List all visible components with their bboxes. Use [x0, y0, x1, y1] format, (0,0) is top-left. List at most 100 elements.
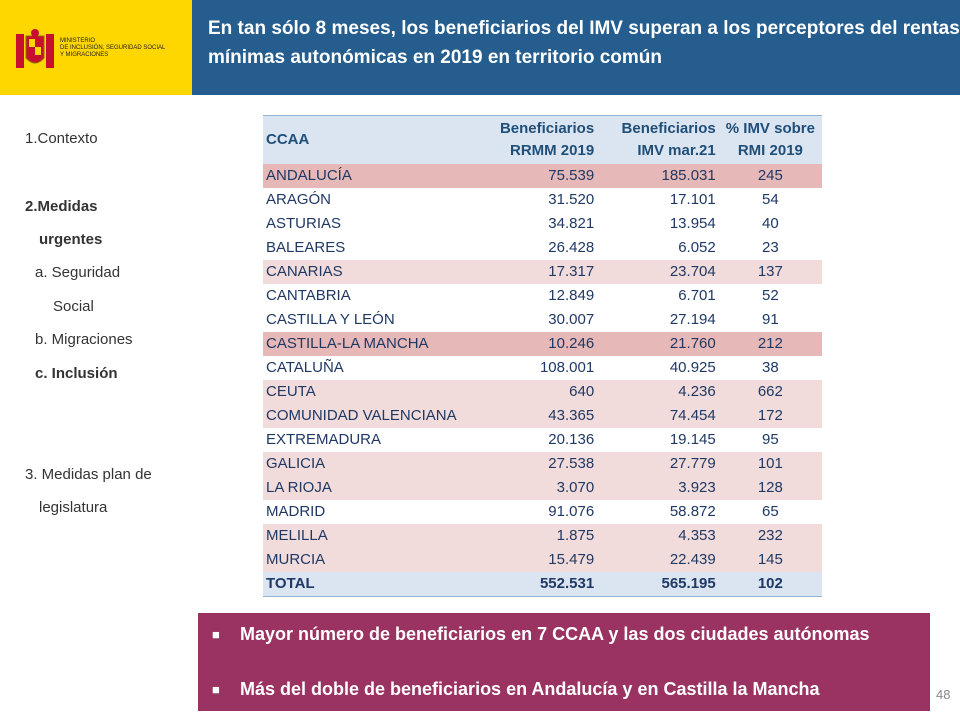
sidebar-item: b. Migraciones — [35, 331, 133, 348]
table-row: CANARIAS 17.317 23.704 137 — [263, 260, 822, 284]
table-cell: 137 — [757, 263, 783, 280]
table-row: EXTREMADURA 20.136 19.145 95 — [263, 428, 822, 452]
table-cell: 91 — [762, 311, 779, 328]
table-cell: 145 — [757, 551, 783, 568]
sidebar-item: 2.Medidas — [25, 198, 98, 215]
table-row: TOTAL 552.531 565.195 102 — [263, 572, 822, 597]
ministry-line: MINISTERIO — [60, 38, 96, 44]
table-cell: 23 — [762, 239, 779, 256]
table-cell: 185.031 — [661, 167, 716, 184]
table-cell: 565.195 — [597, 572, 719, 597]
sidebar-item: c. Inclusión — [35, 365, 118, 382]
coat-of-arms — [16, 29, 54, 68]
table-cell: 6.701 — [678, 287, 716, 304]
table-cell: 58.872 — [669, 503, 716, 520]
table-cell: BALEARES — [266, 239, 346, 256]
table-row: MELILLA 1.875 4.353 232 — [263, 524, 822, 548]
table-cell: 662 — [757, 383, 783, 400]
ministry-name: MINISTERIO DE INCLUSIÓN, SEGURIDAD SOCIA… — [60, 38, 165, 59]
table-cell: 95 — [762, 431, 779, 448]
column-header: Beneficiarios IMV mar.21 — [597, 115, 719, 164]
table-cell: 13.954 — [669, 215, 716, 232]
table-cell: CASTILLA-LA MANCHA — [266, 335, 429, 352]
table-cell: CEUTA — [266, 383, 316, 400]
summary-box: Mayor número de beneficiarios en 7 CCAA … — [198, 613, 930, 711]
table-cell: CANARIAS — [266, 263, 343, 280]
table-cell: 10.246 — [548, 335, 595, 352]
column-header: Beneficiarios RRMM 2019 — [479, 115, 598, 164]
sidebar-item: 1.Contexto — [25, 130, 98, 147]
table-cell: 6.052 — [678, 239, 716, 256]
table-cell: 38 — [762, 359, 779, 376]
table-cell: 101 — [757, 455, 783, 472]
table-cell: 26.428 — [548, 239, 595, 256]
table-row: CASTILLA Y LEÓN 30.007 27.194 91 — [263, 308, 822, 332]
table-cell: EXTREMADURA — [266, 431, 382, 448]
table-cell: ANDALUCÍA — [266, 167, 352, 184]
table-cell: CASTILLA Y LEÓN — [266, 311, 395, 328]
column-header: % IMV sobre RMI 2019 — [718, 115, 822, 164]
summary-bullet: Más del doble de beneficiarios en Andalu… — [212, 676, 920, 703]
table-cell: 54 — [762, 191, 779, 208]
table-row: COMUNIDAD VALENCIANA 43.365 74.454 172 — [263, 404, 822, 428]
table-cell: 27.538 — [548, 455, 595, 472]
table-row: LA RIOJA 3.070 3.923 128 — [263, 476, 822, 500]
table-cell: 4.236 — [678, 383, 716, 400]
table-cell: COMUNIDAD VALENCIANA — [266, 407, 457, 424]
table-cell: 15.479 — [548, 551, 595, 568]
summary-bullet: Mayor número de beneficiarios en 7 CCAA … — [212, 621, 920, 648]
table-cell: 27.194 — [669, 311, 716, 328]
table-cell: 102 — [718, 572, 822, 597]
table-body: ANDALUCÍA 75.539 185.031 245 ARAGÓN 31.520 17.… — [263, 164, 822, 597]
table-cell: 108.001 — [539, 359, 595, 376]
table-cell: GALICIA — [266, 455, 326, 472]
table-cell: MURCIA — [266, 551, 326, 568]
ministry-line: Y MIGRACIONES — [60, 52, 109, 58]
table-cell: 3.923 — [678, 479, 716, 496]
table-row: ASTURIAS 34.821 13.954 40 — [263, 212, 822, 236]
sidebar-item: 3. Medidas plan de — [25, 466, 152, 483]
table-cell: 40.925 — [669, 359, 716, 376]
table-row: MURCIA 15.479 22.439 145 — [263, 548, 822, 572]
table-cell: 30.007 — [548, 311, 595, 328]
table-cell: TOTAL — [263, 572, 480, 597]
table-cell: 22.439 — [669, 551, 716, 568]
ministry-line: DE INCLUSIÓN, SEGURIDAD SOCIAL — [60, 45, 166, 51]
table-row: CASTILLA-LA MANCHA 10.246 21.760 212 — [263, 332, 822, 356]
page-number: 48 — [936, 687, 951, 702]
table-cell: 21.760 — [669, 335, 716, 352]
table-cell: 17.101 — [669, 191, 716, 208]
table-row: CATALUÑA 108.001 40.925 38 — [263, 356, 822, 380]
table-cell: 232 — [757, 527, 783, 544]
table-cell: 128 — [757, 479, 783, 496]
table-row: CANTABRIA 12.849 6.701 52 — [263, 284, 822, 308]
sidebar-item: urgentes — [39, 231, 103, 248]
table-cell: 75.539 — [548, 167, 595, 184]
header-row: CCAA Beneficiarios RRMM 2019 Beneficiarios… — [263, 115, 822, 164]
table-cell: CANTABRIA — [266, 287, 351, 304]
table-cell: 74.454 — [669, 407, 716, 424]
table-row: GALICIA 27.538 27.779 101 — [263, 452, 822, 476]
table-cell: 17.317 — [548, 263, 595, 280]
table-cell: MADRID — [266, 503, 326, 520]
table-cell: 19.145 — [669, 431, 716, 448]
table-cell: LA RIOJA — [266, 479, 332, 496]
table-row: MADRID 91.076 58.872 65 — [263, 500, 822, 524]
sidebar-item: legislatura — [39, 499, 108, 516]
table-cell: 1.875 — [556, 527, 595, 544]
title-bar: En tan sólo 8 meses, los beneficiarios d… — [192, 0, 960, 95]
table-row: CEUTA 640 4.236 662 — [263, 380, 822, 404]
sidebar-item: a. Seguridad — [35, 264, 121, 281]
table-cell: 245 — [757, 167, 783, 184]
table-cell: 212 — [757, 335, 783, 352]
table-cell: ASTURIAS — [266, 215, 342, 232]
table-row: BALEARES 26.428 6.052 23 — [263, 236, 822, 260]
table-cell: ARAGÓN — [266, 191, 332, 208]
table-cell: 40 — [762, 215, 779, 232]
table-cell: 65 — [762, 503, 779, 520]
table-cell: 20.136 — [548, 431, 595, 448]
table-cell: 23.704 — [669, 263, 716, 280]
table-cell: 4.353 — [678, 527, 716, 544]
column-header: CCAA — [263, 115, 480, 164]
